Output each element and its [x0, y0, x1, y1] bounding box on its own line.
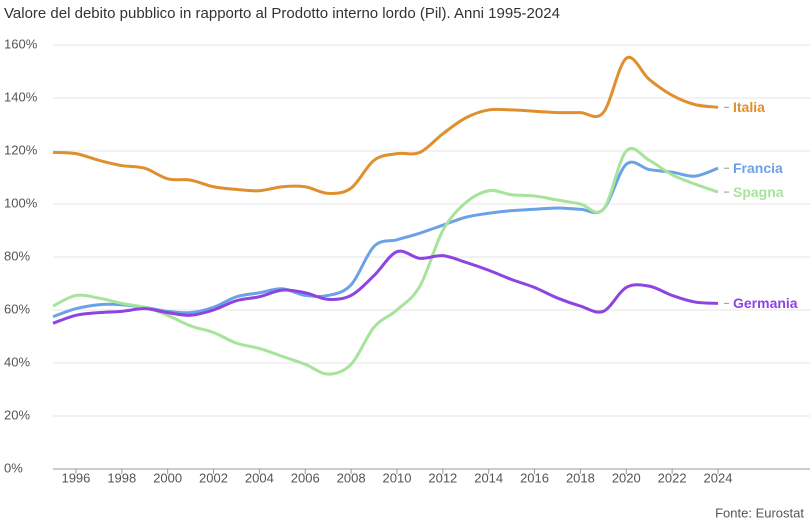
x-tick-label: 1998	[107, 470, 136, 485]
x-tick-label: 2004	[245, 470, 274, 485]
series-line	[52, 249, 719, 325]
y-tick-label: 60%	[4, 301, 30, 316]
x-tick-label: 2010	[383, 470, 412, 485]
series-line	[52, 55, 719, 195]
x-tick-label: 2002	[199, 470, 228, 485]
x-tick-label: 2022	[658, 470, 687, 485]
x-tick-label: 2000	[153, 470, 182, 485]
x-tick-label: 2020	[612, 470, 641, 485]
x-tick-label: 2016	[520, 470, 549, 485]
y-tick-label: 20%	[4, 407, 30, 422]
y-tick-label: 80%	[4, 248, 30, 263]
chart-title: Valore del debito pubblico in rapporto a…	[4, 5, 560, 22]
series-line	[52, 146, 719, 376]
x-tick-label: 2014	[474, 470, 503, 485]
x-tick-label: 2024	[704, 470, 733, 485]
y-tick-label: 100%	[4, 195, 38, 210]
x-tick-label: 2012	[428, 470, 457, 485]
y-tick-label: 140%	[4, 89, 38, 104]
x-tick-label: 2006	[291, 470, 320, 485]
series-label: Germania	[733, 295, 798, 311]
source: Fonte: Eurostat	[715, 505, 804, 520]
x-tick-label: 2008	[337, 470, 366, 485]
series-label: Francia	[733, 160, 783, 176]
x-tick-label: 1996	[61, 470, 90, 485]
y-tick-label: 160%	[4, 36, 38, 51]
y-tick-label: 0%	[4, 460, 23, 475]
series-label: Spagna	[733, 184, 784, 200]
y-tick-label: 120%	[4, 142, 38, 157]
y-tick-label: 40%	[4, 354, 30, 369]
x-tick-label: 2018	[566, 470, 595, 485]
series-label: Italia	[733, 99, 765, 115]
